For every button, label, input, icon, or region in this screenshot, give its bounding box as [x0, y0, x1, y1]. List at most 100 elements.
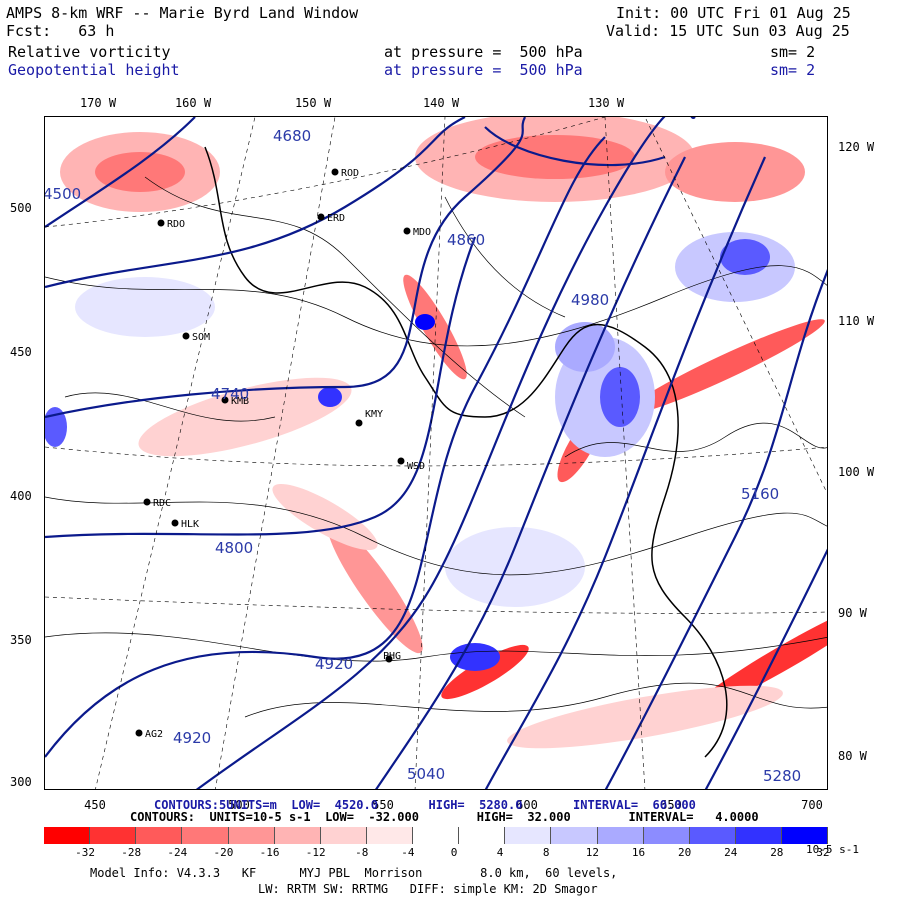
lon-label-110w: 110 W — [838, 314, 875, 328]
height-label-4980: 4980 — [571, 291, 609, 309]
station-label-kmy: KMY — [365, 409, 383, 420]
valid-time: Valid: 15 UTC Sun 03 Aug 25 — [606, 22, 850, 40]
colorbar-swatch — [551, 827, 598, 844]
height-label-4680: 4680 — [273, 127, 311, 145]
vorticity-contour-lines — [45, 176, 827, 718]
lon-label-150w: 150 W — [294, 96, 332, 110]
station-dot-kmb — [221, 396, 229, 404]
colorbar-swatch — [689, 827, 736, 844]
colorbar-tick-label: 32 — [816, 846, 830, 859]
height-label-4920a: 4920 — [315, 655, 353, 673]
vorticity-contour-info: CONTOURS: UNITS=10-5 s-1 LOW= -32.000 HI… — [130, 810, 759, 824]
map-panel: RDO ERD MDO ROD SOM KMB KMY WSD RDC HLK … — [44, 116, 828, 790]
x-tick-600: 600 — [516, 798, 538, 812]
station-dot-mdo — [403, 227, 411, 235]
colorbar-swatch — [182, 827, 229, 844]
colorbar-tick-label: 28 — [770, 846, 784, 859]
y-tick-450: 450 — [10, 345, 32, 359]
colorbar-tick-label: -16 — [259, 846, 280, 859]
x-tick-450: 450 — [84, 798, 106, 812]
physics-info: LW: RRTM SW: RRTMG DIFF: simple KM: 2D S… — [258, 882, 598, 896]
height-label-4920b: 4920 — [173, 729, 211, 747]
lon-label-130w: 130 W — [587, 96, 625, 110]
colorbar-tick-label: -20 — [213, 846, 234, 859]
lon-label-170w: 170 W — [79, 96, 117, 110]
colorbar-tick-label: -24 — [167, 846, 188, 859]
colorbar-swatch — [413, 827, 460, 844]
height-label-5160: 5160 — [741, 485, 779, 503]
x-tick-550: 550 — [372, 798, 394, 812]
colorbar-tick-label: -4 — [401, 846, 415, 859]
height-label-4800: 4800 — [215, 539, 253, 557]
field2-name: Geopotential height — [8, 61, 180, 79]
colorbar-tick-label: -32 — [75, 846, 95, 859]
model-title: AMPS 8-km WRF -- Marie Byrd Land Window — [6, 4, 359, 22]
coastline — [204, 146, 728, 758]
colorbar-tick-label: 16 — [631, 846, 646, 859]
colorbar-swatch — [459, 827, 506, 844]
station-dot-wsd — [397, 457, 405, 465]
lon-label-120w: 120 W — [838, 140, 875, 154]
colorbar-swatch — [505, 827, 552, 844]
lon-label-140w: 140 W — [422, 96, 460, 110]
colorbar-swatch — [597, 827, 644, 844]
field2-level: at pressure = 500 hPa — [384, 61, 583, 79]
station-label-ag2: AG2 — [145, 729, 163, 740]
colorbar-unit: 10-5 s-1 — [806, 843, 859, 856]
colorbar-swatch — [90, 827, 137, 844]
colorbar — [44, 827, 829, 844]
colorbar-tick-label: 12 — [585, 846, 599, 859]
station-dot-kmy — [355, 419, 363, 427]
lat-lon-grid — [45, 117, 827, 789]
station-label-hlk: HLK — [181, 519, 199, 530]
x-tick-700: 700 — [801, 798, 823, 812]
field1-name: Relative vorticity — [8, 43, 171, 61]
positive-vorticity-areas — [45, 232, 795, 671]
colorbar-swatch — [274, 827, 321, 844]
colorbar-tick-label: -28 — [121, 846, 142, 859]
y-tick-500: 500 — [10, 201, 32, 215]
station-label-erd: ERD — [327, 213, 345, 224]
colorbar-tick-label: -12 — [305, 846, 326, 859]
station-label-wsd: WSD — [407, 461, 425, 472]
station-label-rod: ROD — [341, 168, 359, 179]
station-dot-ag2 — [135, 729, 143, 737]
height-label-4500: 4500 — [45, 185, 81, 203]
field2-smooth: sm= 2 — [770, 61, 816, 79]
x-tick-500: 500 — [228, 798, 250, 812]
station-dot-rdc — [143, 498, 151, 506]
station-label-kmb: KMB — [231, 396, 249, 407]
colorbar-swatch — [320, 827, 367, 844]
colorbar-swatch — [136, 827, 183, 844]
x-tick-650: 650 — [660, 798, 682, 812]
colorbar-swatch — [366, 827, 413, 844]
colorbar-tick-label: 0 — [450, 846, 458, 859]
station-dot-phg — [385, 655, 393, 663]
station-label-mdo: MDO — [413, 227, 431, 238]
field1-smooth: sm= 2 — [770, 43, 816, 61]
colorbar-tick-label: 24 — [724, 846, 738, 859]
y-tick-350: 350 — [10, 633, 32, 647]
height-contours — [45, 117, 827, 789]
station-dot-rod — [331, 168, 339, 176]
height-label-5280: 5280 — [763, 767, 801, 785]
station-label-phg: PHG — [383, 651, 401, 662]
colorbar-tick-label: 20 — [677, 846, 692, 859]
forecast-hour: Fcst: 63 h — [6, 22, 115, 40]
colorbar-tick-label: 4 — [496, 846, 504, 859]
station-dot-hlk — [171, 519, 179, 527]
lon-label-100w: 100 W — [838, 465, 875, 479]
colorbar-swatch — [228, 827, 275, 844]
height-label-4740: 4740 — [211, 385, 249, 403]
y-tick-300: 300 — [10, 775, 32, 789]
height-label-5040: 5040 — [407, 765, 445, 783]
height-labels: 4680 4860 4920 4920 4800 4740 5160 5040 … — [45, 127, 801, 785]
colorbar-swatch — [44, 827, 91, 844]
station-label-rdc: RDC — [153, 498, 171, 509]
station-dot-erd — [317, 213, 325, 221]
lon-label-90w: 90 W — [838, 606, 867, 620]
station-markers: RDO ERD MDO ROD SOM KMB KMY WSD RDC HLK … — [135, 168, 431, 740]
colorbar-swatch — [735, 827, 782, 844]
height-label-4860: 4860 — [447, 231, 485, 249]
model-info: Model Info: V4.3.3 KF MYJ PBL Morrison 8… — [90, 866, 618, 880]
